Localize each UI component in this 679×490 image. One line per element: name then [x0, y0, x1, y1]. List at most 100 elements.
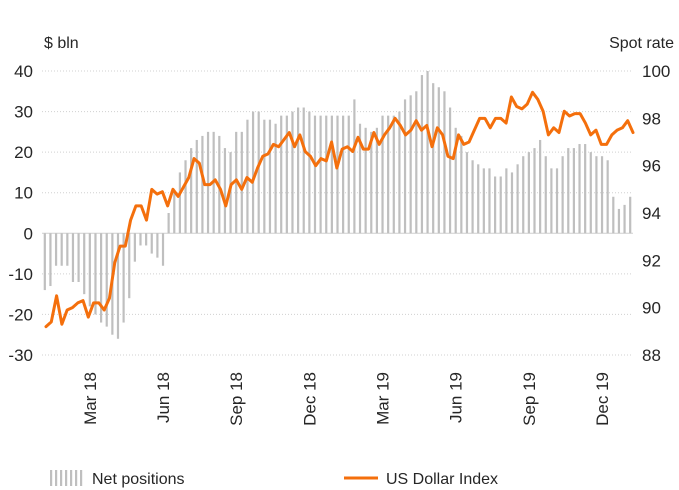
- net-positions-bar: [387, 115, 390, 234]
- x-tick-label: Jun 18: [154, 372, 173, 423]
- right-tick-label: 92: [642, 251, 661, 270]
- dollar-index-line: [44, 90, 635, 329]
- net-positions-bar: [426, 71, 429, 234]
- net-positions-bar: [145, 233, 148, 246]
- legend-bar-stripe: [60, 470, 63, 486]
- net-positions-bar: [488, 168, 491, 234]
- net-positions-bar: [584, 144, 587, 234]
- net-positions-bar: [302, 107, 305, 234]
- net-positions-bar: [319, 115, 322, 234]
- right-axis-ticks: 88 90 92 94 96 98 100: [642, 62, 670, 365]
- net-positions-bar: [589, 152, 592, 234]
- left-tick-label: 40: [14, 62, 33, 81]
- net-positions-bar: [105, 233, 108, 327]
- net-positions-bar: [139, 233, 142, 246]
- net-positions-bar: [539, 139, 542, 234]
- net-positions-bar: [623, 204, 626, 234]
- x-tick-label: Sep 18: [227, 372, 246, 426]
- left-tick-label: -30: [8, 346, 33, 365]
- legend: Net positions US Dollar Index: [50, 470, 498, 488]
- net-positions-bar: [572, 148, 575, 234]
- net-positions-bar: [43, 233, 46, 291]
- net-positions-bar: [66, 233, 69, 266]
- legend-bar-stripe: [80, 470, 83, 486]
- net-positions-bar: [240, 131, 243, 234]
- legend-bar-stripe: [65, 470, 68, 486]
- net-positions-bar: [128, 233, 131, 299]
- left-tick-label: 20: [14, 143, 33, 162]
- net-positions-bar: [100, 233, 103, 323]
- net-positions-bar: [167, 213, 170, 234]
- net-positions-bar: [527, 152, 530, 234]
- net-positions-bar: [555, 168, 559, 234]
- x-tick-label: Mar 19: [374, 372, 393, 425]
- legend-bar-stripe: [50, 470, 53, 486]
- net-positions-bar: [482, 168, 485, 234]
- net-positions-bar: [398, 111, 401, 234]
- net-positions-bar: [308, 111, 311, 234]
- right-tick-label: 96: [642, 157, 661, 176]
- net-positions-bar: [342, 115, 345, 234]
- net-positions-bar: [499, 176, 502, 234]
- net-positions-bar: [617, 208, 621, 234]
- net-positions-bar: [201, 135, 204, 234]
- net-positions-bar: [437, 87, 440, 234]
- net-positions-bar: [156, 233, 159, 258]
- net-positions-bar: [381, 115, 384, 234]
- net-positions-bar: [415, 91, 418, 234]
- net-positions-bar: [544, 156, 547, 234]
- right-tick-label: 98: [642, 109, 661, 128]
- net-positions-bar: [403, 99, 407, 234]
- left-tick-label: 10: [14, 184, 33, 203]
- net-positions-bar: [364, 127, 367, 234]
- net-positions-bar: [606, 160, 609, 234]
- net-positions-bar: [251, 111, 255, 234]
- net-positions-bar: [471, 160, 474, 234]
- net-positions-bar: [49, 233, 52, 287]
- net-positions-bar: [297, 107, 300, 234]
- net-positions-bar: [274, 123, 277, 234]
- net-positions-bar: [567, 148, 570, 234]
- net-positions-bar: [505, 168, 508, 234]
- x-tick-label: Dec 19: [593, 372, 612, 426]
- net-positions-bar: [285, 115, 288, 234]
- legend-dollar-index-label: US Dollar Index: [386, 471, 498, 488]
- net-positions-bar: [629, 196, 632, 234]
- net-positions-bar: [595, 156, 598, 234]
- net-positions-bar: [54, 233, 58, 266]
- net-positions-bar: [223, 148, 227, 234]
- net-positions-bar: [116, 233, 120, 339]
- net-positions-bar: [432, 83, 435, 234]
- net-positions-bar: [77, 233, 80, 282]
- left-tick-label: 30: [14, 103, 33, 122]
- net-positions-bar: [291, 111, 294, 234]
- left-axis-label: $ bln: [44, 35, 79, 52]
- right-tick-label: 90: [642, 299, 661, 318]
- right-tick-label: 100: [642, 62, 670, 81]
- net-positions-bar: [83, 233, 86, 295]
- net-positions-bar: [173, 192, 176, 234]
- net-positions-bar: [600, 156, 604, 234]
- legend-bar-stripe: [70, 470, 73, 486]
- right-tick-label: 94: [642, 204, 661, 223]
- dollar-index-line-group: [44, 90, 635, 329]
- net-positions-bar: [370, 131, 373, 234]
- net-positions-bar: [336, 115, 339, 234]
- net-positions-bar: [454, 127, 457, 234]
- net-positions-bar: [190, 148, 193, 234]
- right-tick-label: 88: [642, 346, 661, 365]
- net-positions-bar: [392, 115, 395, 234]
- net-positions-bar: [178, 172, 181, 234]
- net-positions-bar: [133, 233, 136, 262]
- left-tick-label: -20: [8, 305, 33, 324]
- net-positions-bar: [358, 123, 362, 234]
- legend-net-positions-swatch: [50, 470, 83, 486]
- net-positions-bar: [325, 115, 328, 234]
- net-positions-bar: [313, 115, 317, 234]
- left-tick-label: 0: [24, 224, 33, 243]
- net-positions-bar: [561, 156, 564, 234]
- x-tick-label: Dec 18: [300, 372, 319, 426]
- x-tick-label: Sep 19: [520, 372, 539, 426]
- net-positions-bar: [195, 139, 198, 234]
